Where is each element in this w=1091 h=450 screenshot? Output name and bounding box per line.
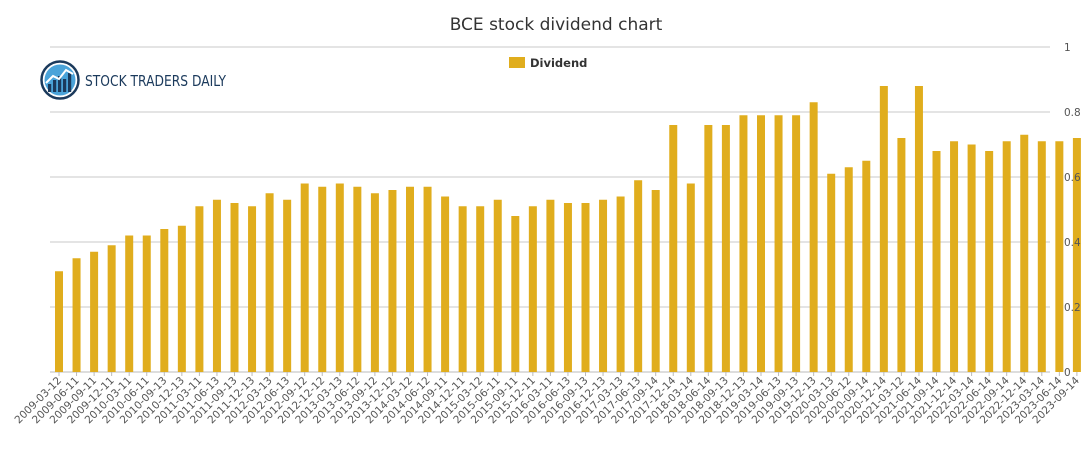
- bar: [142, 235, 151, 372]
- legend: Dividend: [509, 56, 587, 70]
- bar: [950, 141, 959, 372]
- y-tick-label: 0.4: [1064, 237, 1081, 249]
- bar: [55, 271, 63, 372]
- bar: [862, 160, 871, 372]
- legend-label: Dividend: [530, 56, 587, 70]
- bar: [160, 229, 169, 372]
- bar: [563, 203, 572, 372]
- bar: [265, 193, 274, 372]
- bar: [914, 86, 923, 372]
- bar: [967, 144, 976, 372]
- y-tick-label: 0.6: [1064, 172, 1081, 184]
- legend-swatch: [509, 57, 525, 68]
- bar: [774, 115, 783, 372]
- bar: [932, 151, 941, 372]
- chart-title: BCE stock dividend chart: [450, 15, 663, 35]
- bar: [458, 206, 467, 372]
- bar: [441, 196, 450, 372]
- bar: [721, 125, 730, 372]
- bar: [669, 125, 678, 372]
- bar: [90, 251, 99, 372]
- bar: [335, 183, 344, 372]
- x-axis: 2009-03-122009-06-112009-09-112009-12-11…: [12, 372, 1082, 426]
- bar: [757, 115, 765, 372]
- bar: [897, 138, 906, 372]
- bar: [1072, 138, 1081, 372]
- bar: [634, 180, 643, 372]
- bar: [511, 216, 520, 372]
- bar: [651, 190, 660, 372]
- y-tick-label: 0.2: [1064, 302, 1081, 314]
- bar: [72, 258, 81, 372]
- bar: [283, 199, 292, 372]
- bar: [1055, 141, 1064, 372]
- bar-series: [55, 86, 1081, 372]
- y-tick-label: 1: [1064, 42, 1071, 54]
- bar: [739, 115, 748, 372]
- bar: [493, 199, 502, 372]
- bar: [212, 199, 221, 372]
- bar: [1020, 134, 1029, 372]
- bar: [107, 245, 116, 372]
- bar: [809, 102, 818, 372]
- bar: [792, 115, 801, 372]
- bar: [528, 206, 537, 372]
- bar: [686, 183, 695, 372]
- bar: [248, 206, 257, 372]
- bar: [704, 125, 713, 372]
- bar: [546, 199, 555, 372]
- bar: [599, 199, 608, 372]
- bar: [230, 203, 239, 372]
- bar: [844, 167, 853, 372]
- bar: [388, 190, 397, 372]
- bar: [406, 186, 414, 372]
- bar: [616, 196, 625, 372]
- bar: [827, 173, 836, 372]
- logo-chart-icon: [40, 60, 80, 100]
- bar: [879, 86, 888, 372]
- bar: [985, 151, 994, 372]
- bar: [300, 183, 309, 372]
- stock-traders-daily-logo: STOCK TRADERS DAILY: [40, 60, 227, 100]
- bar: [195, 206, 204, 372]
- y-tick-label: 0.8: [1064, 107, 1081, 119]
- bar: [177, 225, 186, 372]
- logo-text: STOCK TRADERS DAILY: [85, 72, 227, 90]
- bar: [318, 186, 327, 372]
- y-axis: 0 0.2 0.4 0.6 0.8 1: [1064, 42, 1081, 379]
- bar: [1037, 141, 1046, 372]
- bar: [476, 206, 485, 372]
- bar: [125, 235, 134, 372]
- bar: [353, 186, 362, 372]
- bar: [581, 203, 590, 372]
- bar: [1002, 141, 1011, 372]
- y-tick-label: 0: [1064, 367, 1071, 379]
- bar: [423, 186, 432, 372]
- bar: [370, 193, 379, 372]
